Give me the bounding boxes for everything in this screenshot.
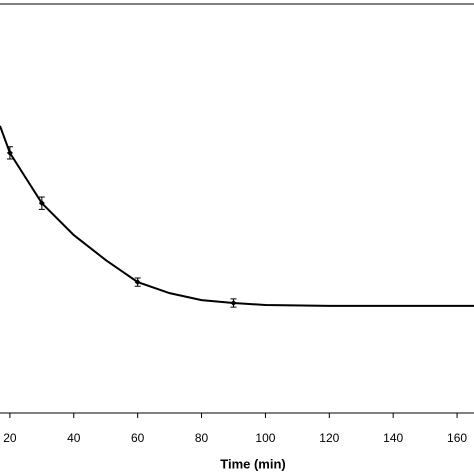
x-tick-label: 140 xyxy=(383,431,403,445)
marker xyxy=(38,200,45,207)
marker xyxy=(230,299,237,306)
x-tick-label: 20 xyxy=(3,431,17,445)
x-tick-label: 80 xyxy=(195,431,209,445)
marker xyxy=(6,149,13,156)
curve xyxy=(0,125,474,307)
x-tick-label: 160 xyxy=(447,431,467,445)
x-tick-label: 100 xyxy=(255,431,275,445)
x-axis-title: Time (min) xyxy=(220,456,286,471)
x-tick-label: 120 xyxy=(319,431,339,445)
x-tick-label: 40 xyxy=(67,431,81,445)
x-tick-label: 60 xyxy=(131,431,145,445)
marker xyxy=(134,279,141,286)
